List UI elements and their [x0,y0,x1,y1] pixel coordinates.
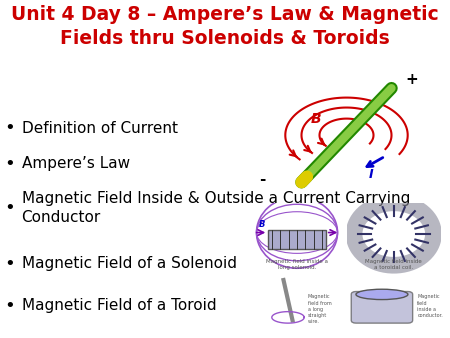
Text: B: B [259,220,266,228]
Text: I: I [369,168,374,182]
Text: Definition of Current: Definition of Current [22,121,178,136]
Text: Magnetic Field of a Toroid: Magnetic Field of a Toroid [22,298,216,313]
FancyBboxPatch shape [268,230,326,249]
Ellipse shape [356,289,408,299]
Text: Magnetic Field of a Solenoid: Magnetic Field of a Solenoid [22,256,237,271]
Text: •: • [4,255,15,273]
FancyBboxPatch shape [351,291,413,323]
Text: Unit 4 Day 8 – Ampere’s Law & Magnetic
Fields thru Solenoids & Toroids: Unit 4 Day 8 – Ampere’s Law & Magnetic F… [11,5,439,48]
Text: Magnetic
field from
a long
straight
wire.: Magnetic field from a long straight wire… [308,294,332,324]
Text: •: • [4,199,15,217]
Text: Magnetic field inside a
long solenoid.: Magnetic field inside a long solenoid. [266,259,328,270]
Text: Magnetic field inside
a toroidal coil.: Magnetic field inside a toroidal coil. [365,259,422,270]
Text: •: • [4,119,15,138]
Text: +: + [405,72,418,87]
Text: Magnetic Field Inside & Outside a Current Carrying
Conductor: Magnetic Field Inside & Outside a Curren… [22,191,410,225]
Text: Magnetic
field
inside a
conductor.: Magnetic field inside a conductor. [418,294,443,318]
Text: Ampere’s Law: Ampere’s Law [22,156,130,171]
Text: -: - [259,172,266,187]
Text: B: B [310,112,321,126]
Text: •: • [4,155,15,173]
Text: •: • [4,297,15,315]
